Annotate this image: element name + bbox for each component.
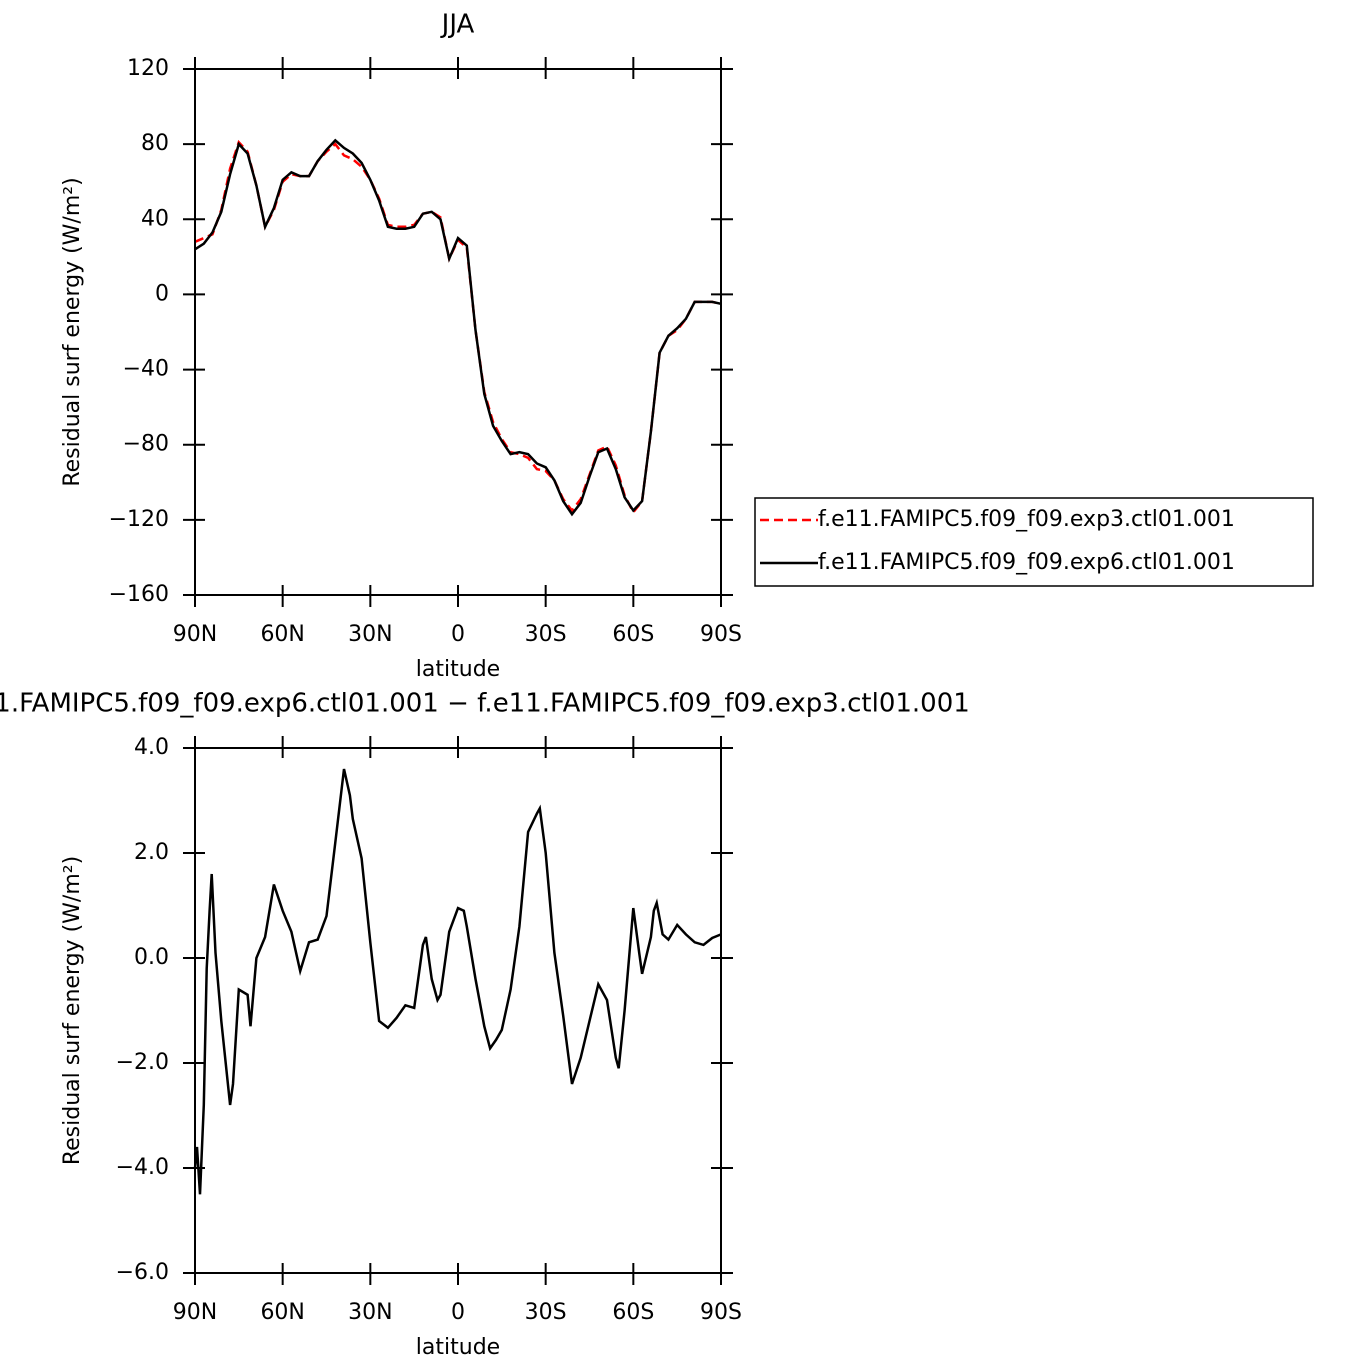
- legend-box: [754, 497, 1314, 587]
- y-tick-label: −40: [123, 357, 169, 382]
- y-tick-label: −4.0: [116, 1155, 169, 1180]
- y-tick-label: 40: [141, 206, 169, 231]
- y-tick-label: −160: [109, 582, 169, 607]
- y-tick-label: −120: [109, 507, 169, 532]
- chart-title: JJA: [440, 10, 475, 40]
- x-tick-label: 0: [451, 622, 465, 647]
- data-line: [194, 138, 722, 517]
- x-tick-label: 30N: [348, 622, 392, 647]
- legend-label: f.e11.FAMIPC5.f09_f09.exp3.ctl01.001: [818, 507, 1235, 532]
- x-tick-label: 60S: [612, 622, 654, 647]
- data-line: [194, 139, 722, 515]
- x-tick-label: 90N: [173, 1300, 217, 1325]
- x-tick-label: 60S: [612, 1300, 654, 1325]
- plot-frame: [194, 747, 722, 1274]
- x-tick-label: 30N: [348, 1300, 392, 1325]
- chart-title: f.e11.FAMIPC5.f09_f09.exp6.ctl01.001 − f…: [0, 689, 970, 719]
- y-axis-label: Residual surf energy (W/m²): [60, 856, 85, 1165]
- y-tick-label: 80: [141, 131, 169, 156]
- y-axis-label: Residual surf energy (W/m²): [60, 177, 85, 486]
- y-tick-label: −6.0: [116, 1260, 169, 1285]
- y-tick-label: −80: [123, 432, 169, 457]
- x-tick-label: 60N: [260, 622, 304, 647]
- x-tick-label: 90N: [173, 622, 217, 647]
- x-tick-label: 30S: [525, 1300, 567, 1325]
- x-tick-label: 90S: [700, 622, 742, 647]
- x-axis-label: latitude: [416, 657, 500, 682]
- y-tick-label: 4.0: [134, 735, 169, 760]
- x-tick-label: 30S: [525, 622, 567, 647]
- legend-label: f.e11.FAMIPC5.f09_f09.exp6.ctl01.001: [818, 550, 1235, 575]
- plot-frame: [194, 68, 722, 596]
- data-line: [193, 768, 722, 1195]
- y-tick-label: 2.0: [134, 840, 169, 865]
- x-tick-label: 60N: [260, 1300, 304, 1325]
- x-axis-label: latitude: [416, 1335, 500, 1360]
- y-tick-label: 0.0: [134, 945, 169, 970]
- x-tick-label: 0: [451, 1300, 465, 1325]
- y-tick-label: 120: [127, 56, 169, 81]
- y-tick-label: 0: [155, 281, 169, 306]
- x-tick-label: 90S: [700, 1300, 742, 1325]
- y-tick-label: −2.0: [116, 1050, 169, 1075]
